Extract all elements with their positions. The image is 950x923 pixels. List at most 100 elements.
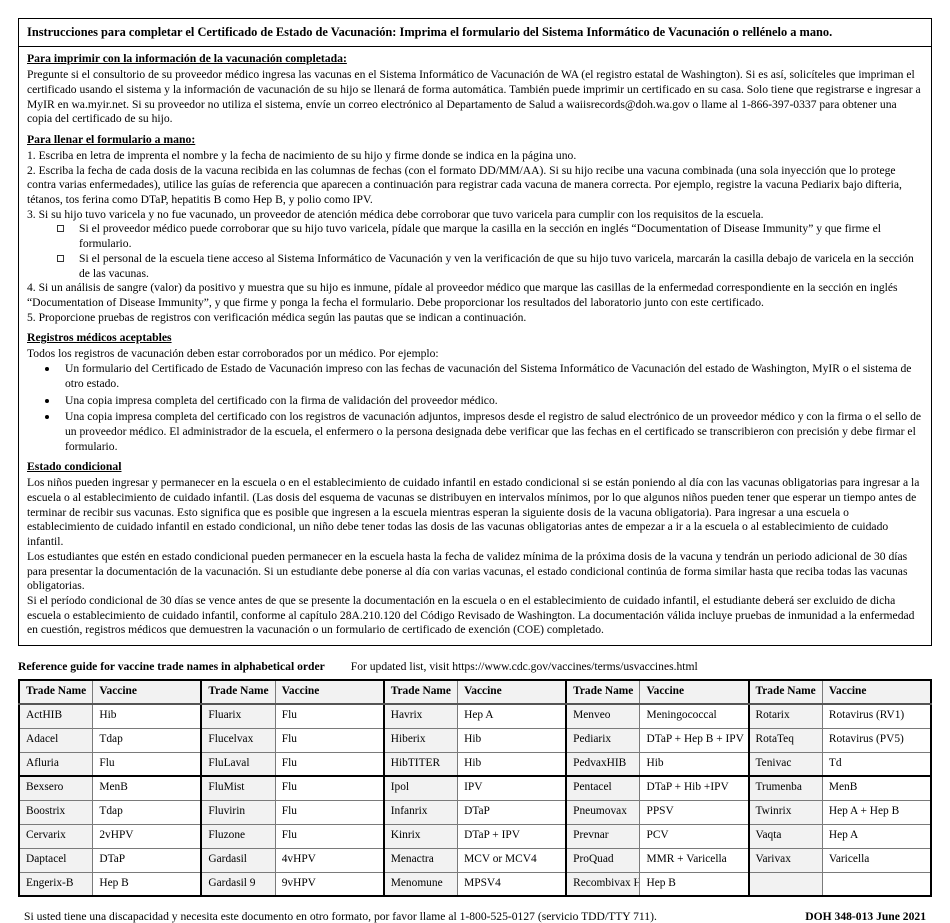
table-row: Bexsero MenB FluMist Flu Ipol IPV Pentacel DTaP… — [18, 775, 932, 801]
cell-vaccine: DTaP + Hep B + IPV — [639, 727, 749, 753]
cell-trade-name: Hiberix — [382, 727, 459, 753]
column-header-vaccine-4: Vaccine — [639, 679, 749, 706]
table-header-row: Trade Name Vaccine Trade Name Vaccine Tr… — [18, 679, 932, 706]
section-heading-manual: Para llenar el formulario a mano: — [27, 133, 196, 146]
cell-trade-name: Rotarix — [747, 703, 823, 729]
bullet-icon — [45, 415, 49, 420]
column-header-vaccine-2: Vaccine — [274, 679, 385, 706]
cell-trade-name: Ipol — [382, 775, 459, 801]
checkbox-item-2: Si el personal de la escuela tiene acces… — [57, 252, 923, 281]
cell-vaccine: Flu — [274, 823, 385, 849]
records-bullet-3-label: Una copia impresa completa del certifica… — [65, 410, 922, 453]
cell-trade-name: Varivax — [747, 847, 823, 873]
cell-trade-name: Gardasil — [200, 847, 276, 873]
cell-trade-name: Flucelvax — [200, 727, 276, 753]
manual-item-1: 1. Escriba en letra de imprenta el nombr… — [27, 148, 577, 162]
cell-trade-name: Kinrix — [382, 823, 459, 849]
cell-trade-name: Fluarix — [200, 703, 276, 729]
cell-trade-name: Trumenba — [747, 775, 823, 801]
bullet-icon — [45, 398, 49, 403]
cell-vaccine: Hib — [457, 727, 567, 753]
conditional-paragraph-2: Los estudiantes que estén en estado cond… — [27, 549, 908, 593]
cell-vaccine: Varicella — [821, 847, 932, 873]
page-title: Instrucciones para completar el Certific… — [27, 25, 833, 39]
cell-trade-name: Pneumovax — [565, 799, 641, 825]
cell-vaccine: Hep B — [92, 871, 202, 898]
cell-vaccine: PCV — [639, 823, 749, 849]
column-header-trade-name-5: Trade Name — [747, 679, 823, 706]
cell-trade-name: HibTITER — [382, 751, 459, 777]
cell-trade-name: Prevnar — [565, 823, 641, 849]
cell-trade-name: Fluzone — [200, 823, 276, 849]
cell-trade-name: Menactra — [382, 847, 459, 873]
cell-trade-name: ProQuad — [565, 847, 641, 873]
cell-vaccine: Hib — [639, 751, 749, 777]
document-id: DOH 348-013 June 2021 — [805, 910, 926, 923]
cell-trade-name: FluMist — [200, 775, 276, 801]
records-bullet-1: Un formulario del Certificado de Estado … — [41, 362, 923, 391]
cell-trade-name: ActHIB — [18, 703, 94, 729]
cell-trade-name: Twinrix — [747, 799, 823, 825]
checkbox-item-2-label: Si el personal de la escuela tiene acces… — [79, 251, 914, 280]
column-header-trade-name-2: Trade Name — [200, 679, 276, 706]
table-row: Cervarix 2vHPV Fluzone Flu Kinrix DTaP + IPV P… — [18, 823, 932, 849]
cell-vaccine: MPSV4 — [457, 871, 567, 898]
cell-vaccine: Flu — [274, 775, 385, 801]
cell-vaccine: MCV or MCV4 — [457, 847, 567, 873]
cell-trade-name: Daptacel — [18, 847, 94, 873]
cell-vaccine: Flu — [92, 751, 202, 777]
instructions-body: Para imprimir con la información de la v… — [18, 47, 932, 647]
cell-trade-name: Bexsero — [18, 775, 94, 801]
cell-trade-name: Afluria — [18, 751, 94, 777]
section-heading-conditional: Estado condicional — [27, 460, 122, 474]
bullet-icon — [45, 367, 49, 372]
section-heading-print: Para imprimir con la información de la v… — [27, 52, 347, 66]
section-heading-records: Registros médicos aceptables — [27, 331, 172, 345]
table-row: Boostrix Tdap Fluvirin Flu Infanrix DTaP Pneum… — [18, 799, 932, 825]
reference-guide-title: Reference guide for vaccine trade names … — [18, 660, 325, 674]
cell-trade-name: RotaTeq — [747, 727, 823, 753]
records-bullet-3: Una copia impresa completa del certifica… — [41, 410, 923, 454]
cell-vaccine: 2vHPV — [92, 823, 202, 849]
document-footer: Si usted tiene una discapacidad y necesi… — [18, 910, 932, 923]
cell-trade-name: FluLaval — [200, 751, 276, 777]
cell-trade-name: Boostrix — [18, 799, 94, 825]
cell-vaccine: MMR + Varicella — [639, 847, 749, 873]
cell-trade-name: Pediarix — [565, 727, 641, 753]
cell-trade-name: Fluvirin — [200, 799, 276, 825]
manual-item-4: 4. Si un análisis de sangre (valor) da p… — [27, 281, 898, 310]
cell-vaccine: Flu — [274, 703, 385, 729]
table-row: ActHIB Hib Fluarix Flu Havrix Hep A Menveo Meni… — [18, 703, 932, 729]
checkbox-icon[interactable] — [57, 225, 64, 233]
reference-guide-header: Reference guide for vaccine trade names … — [18, 660, 932, 673]
cell-vaccine: DTaP + Hib +IPV — [639, 775, 749, 801]
table-row: Afluria Flu FluLaval Flu HibTITER Hib PedvaxHI… — [18, 751, 932, 777]
cell-vaccine: Tdap — [92, 727, 202, 753]
cell-trade-name — [747, 871, 823, 898]
checkbox-item-1-label: Si el proveedor médico puede corroborar … — [79, 222, 881, 251]
cell-trade-name: Tenivac — [747, 751, 823, 777]
column-header-vaccine-1: Vaccine — [92, 679, 202, 706]
conditional-paragraph-3: Si el período condicional de 30 días se … — [27, 593, 915, 637]
cell-vaccine: PPSV — [639, 799, 749, 825]
cell-vaccine: Td — [821, 751, 932, 777]
cell-vaccine: DTaP — [92, 847, 202, 873]
column-header-vaccine-5: Vaccine — [821, 679, 932, 706]
accessibility-notice: Si usted tiene una discapacidad y necesi… — [24, 910, 657, 923]
cell-trade-name: Vaqta — [747, 823, 823, 849]
cell-vaccine: IPV — [457, 775, 567, 801]
cell-vaccine: Flu — [274, 799, 385, 825]
cell-trade-name: Gardasil 9 — [200, 871, 276, 898]
cell-trade-name: Cervarix — [18, 823, 94, 849]
table-row: Daptacel DTaP Gardasil 4vHPV Menactra MCV or … — [18, 847, 932, 873]
cell-vaccine: MenB — [92, 775, 202, 801]
cell-vaccine: Tdap — [92, 799, 202, 825]
cell-vaccine: DTaP + IPV — [457, 823, 567, 849]
checkbox-icon[interactable] — [57, 254, 64, 262]
cell-trade-name: Menomune — [382, 871, 459, 898]
cell-vaccine: Hep A — [821, 823, 932, 849]
cell-vaccine: 4vHPV — [274, 847, 385, 873]
records-intro: Todos los registros de vacunación deben … — [27, 347, 439, 361]
table-row: Adacel Tdap Flucelvax Flu Hiberix Hib Pediarix… — [18, 727, 932, 753]
records-bullet-1-label: Un formulario del Certificado de Estado … — [65, 362, 912, 390]
